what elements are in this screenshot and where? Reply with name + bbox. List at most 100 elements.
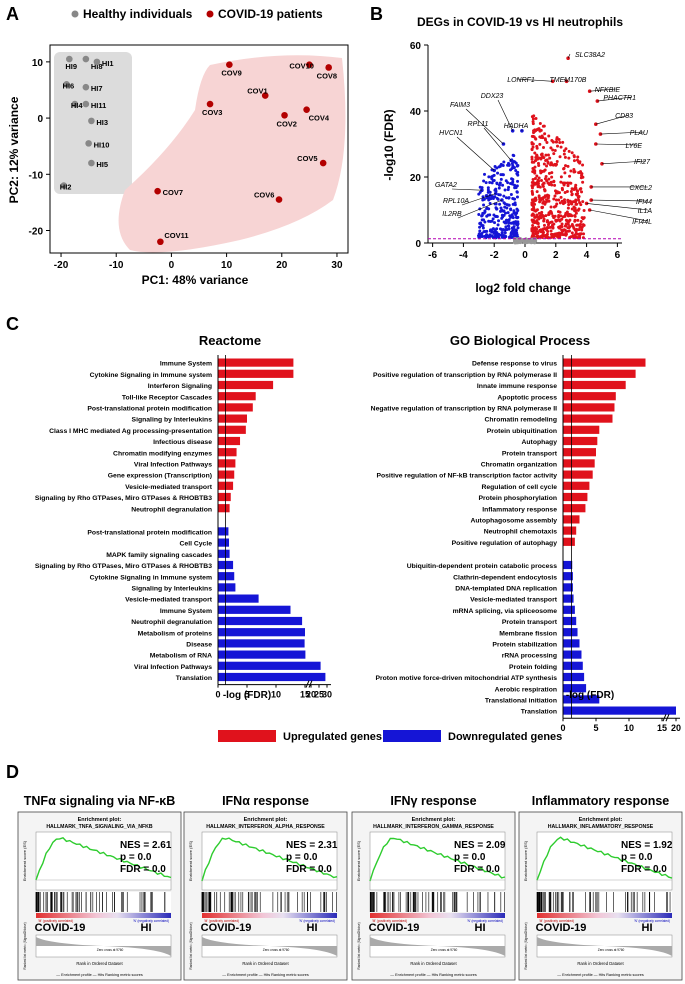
- bar-xtick-label: 15: [300, 690, 310, 700]
- volcano-gene-label: RPL11: [468, 121, 489, 128]
- bar-label: Neutrophil degranulation: [131, 506, 212, 513]
- volcano-point: [550, 233, 554, 237]
- volcano-leader-line: [567, 53, 571, 59]
- volcano-point: [545, 140, 549, 144]
- volcano-point: [535, 190, 539, 194]
- gsea-hallmark: HALLMARK_INTERFERON_ALPHA_RESPONSE: [206, 824, 325, 830]
- volcano-point: [541, 185, 545, 189]
- bar-xtick-label: 25: [314, 690, 324, 700]
- volcano-point: [512, 166, 516, 170]
- volcano-point: [533, 229, 537, 233]
- gsea-enrichment-curve: [201, 837, 338, 882]
- pca-label-healthy: HI10: [94, 140, 110, 149]
- gsea-title: IFNγ response: [390, 794, 476, 808]
- bar-down: [563, 695, 600, 704]
- volcano-point-ns: [520, 238, 524, 242]
- bar-up: [218, 492, 231, 502]
- volcano-point: [537, 211, 541, 215]
- gsea-fdr: FDR = 0.0: [621, 864, 667, 875]
- volcano-point: [564, 164, 568, 168]
- volcano-point: [533, 197, 537, 201]
- volcano-gene-label: GATA2: [435, 182, 457, 189]
- bar-label: Neutrophil chemotaxis: [484, 529, 557, 536]
- pca-label-healthy: HI6: [63, 81, 75, 90]
- volcano-point: [582, 216, 586, 220]
- pca-point-covid: [325, 64, 332, 71]
- volcano-point: [567, 203, 571, 207]
- gsea-title: Inflammatory response: [532, 794, 670, 808]
- volcano-point: [479, 233, 483, 237]
- volcano-point: [490, 181, 494, 185]
- bar-label: Class I MHC mediated Ag processing-prese…: [49, 428, 212, 435]
- gsea-pos-label: 'M' (positively correlated): [539, 919, 574, 923]
- pca-point-healthy: [88, 159, 95, 167]
- legend-down-label: Downregulated genes: [448, 731, 562, 743]
- volcano-point: [489, 234, 493, 238]
- volcano-point: [501, 183, 505, 187]
- gsea-group-right: HI: [475, 922, 486, 934]
- bar-down: [218, 639, 305, 648]
- gsea-es-plot: [201, 831, 338, 891]
- volcano-point: [530, 155, 534, 159]
- volcano-point: [510, 162, 514, 166]
- volcano-point: [499, 209, 503, 213]
- volcano-point: [486, 186, 490, 190]
- volcano-point: [542, 169, 546, 173]
- volcano-point: [506, 188, 510, 192]
- volcano-point: [551, 148, 555, 152]
- gsea-hits-area: [202, 892, 337, 912]
- volcano-point: [546, 226, 550, 230]
- volcano-point: [515, 190, 519, 194]
- volcano-point: [541, 145, 545, 149]
- volcano-point: [549, 146, 553, 150]
- volcano-point: [488, 181, 492, 185]
- volcano-leader-line: [483, 127, 512, 161]
- bar-up: [563, 481, 590, 490]
- bar-down: [218, 672, 326, 682]
- bar-label: DNA-templated DNA replication: [455, 586, 557, 593]
- bar-label: Infectious disease: [153, 439, 212, 446]
- bar-down: [218, 538, 230, 547]
- volcano-point: [564, 218, 568, 222]
- axis-break-mark: [308, 680, 313, 688]
- volcano-point: [478, 229, 482, 233]
- volcano-gene-label: HADHA: [504, 123, 529, 130]
- volcano-point: [545, 164, 549, 168]
- bar-label: Vesicle-mediated transport: [470, 597, 558, 604]
- volcano-ylabel: -log10 (FDR): [382, 109, 396, 180]
- volcano-point: [574, 198, 578, 202]
- volcano-point: [514, 220, 518, 224]
- volcano-point: [547, 199, 551, 203]
- volcano-point: [565, 181, 569, 185]
- pca-point-covid: [157, 238, 164, 246]
- bar-xtick-label: 5: [244, 690, 249, 700]
- volcano-point: [509, 192, 513, 196]
- pca-axes: -20 -10 0 10 20 30 10 0 -10 -20: [29, 58, 343, 271]
- volcano-point: [563, 155, 567, 159]
- panel-letter-a: A: [6, 4, 19, 24]
- gsea-ylabel-top: Enrichment score (ES): [356, 840, 361, 881]
- pca-point-covid: [319, 159, 327, 167]
- volcano-point: [513, 234, 517, 238]
- volcano-gene-label: IL2RB: [442, 211, 462, 218]
- volcano-point: [582, 208, 586, 212]
- volcano-point: [504, 179, 508, 183]
- bar-up: [218, 403, 253, 412]
- volcano-point: [542, 219, 546, 223]
- volcano-point: [536, 161, 540, 165]
- volcano-point: [531, 142, 535, 146]
- bar-label: Signaling by Interleukins: [132, 417, 213, 424]
- volcano-highlight-down: [500, 198, 504, 202]
- pca-xlabel: PC1: 48% variance: [142, 273, 249, 287]
- bar-up: [218, 425, 246, 434]
- gsea-es-plot: [369, 831, 506, 891]
- pca-point-healthy: [82, 100, 90, 108]
- bar-label: Translation: [176, 675, 212, 682]
- pca-label-healthy: HI7: [91, 84, 103, 93]
- bar-up: [563, 392, 616, 401]
- volcano-point: [511, 226, 515, 230]
- bar-label: Protein phosphorylation: [478, 495, 557, 502]
- volcano-point: [516, 163, 520, 167]
- volcano-leader-line: [595, 114, 630, 125]
- volcano-point: [482, 211, 486, 215]
